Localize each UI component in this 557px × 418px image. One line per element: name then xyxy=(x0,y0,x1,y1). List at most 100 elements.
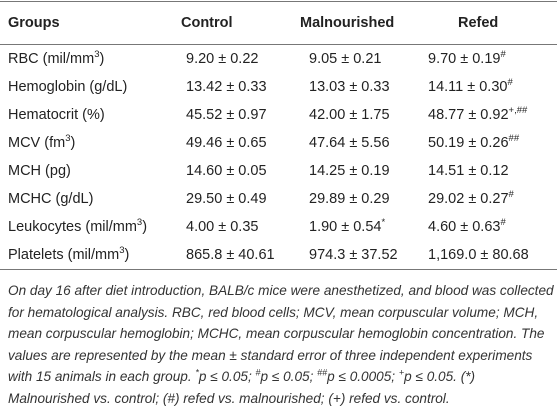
cell-text: 1,169.0 ± 80.68 xyxy=(428,247,529,263)
superscript: ## xyxy=(317,367,328,378)
cell-text: ) xyxy=(124,247,130,263)
value-cell: 865.8 ± 40.61 xyxy=(178,241,300,270)
value-cell: 1,169.0 ± 80.68 xyxy=(410,241,557,270)
cell-text: Leukocytes (mil/mm xyxy=(8,219,137,235)
superscript: # xyxy=(500,49,506,61)
row-label: Platelets (mil/mm3) xyxy=(0,241,178,270)
cell-text: 4.00 ± 0.35 xyxy=(186,219,259,235)
table-row: MCV (fm3) 49.46 ± 0.65 47.64 ± 5.56 50.19 ±… xyxy=(0,129,557,157)
value-cell: 13.42 ± 0.33 xyxy=(178,73,300,101)
footnote: On day 16 after diet introduction, BALB/… xyxy=(8,280,554,409)
table-row: MCHC (g/dL) 29.50 ± 0.49 29.89 ± 0.29 29.02… xyxy=(0,185,557,213)
cell-text: 14.51 ± 0.12 xyxy=(428,163,509,179)
row-label: Leukocytes (mil/mm3) xyxy=(0,213,178,241)
value-cell: 42.00 ± 1.75 xyxy=(300,101,410,129)
value-cell: 14.11 ± 0.30# xyxy=(410,73,557,101)
cell-text: ) xyxy=(142,219,148,235)
cell-text: MCH (pg) xyxy=(8,163,71,179)
value-cell: 45.52 ± 0.97 xyxy=(178,101,300,129)
value-cell: 29.89 ± 0.29 xyxy=(300,185,410,213)
row-label: RBC (mil/mm3) xyxy=(0,45,178,74)
superscript: # xyxy=(508,189,514,201)
value-cell: 49.46 ± 0.65 xyxy=(178,129,300,157)
header-cell: Malnourished xyxy=(300,1,410,45)
cell-text: 47.64 ± 5.56 xyxy=(309,135,390,151)
cell-text: 13.03 ± 0.33 xyxy=(309,79,390,95)
cell-text: 9.20 ± 0.22 xyxy=(186,51,259,67)
cell-text: 1.90 ± 0.54 xyxy=(309,219,382,235)
value-cell: 9.05 ± 0.21 xyxy=(300,45,410,74)
value-cell: 1.90 ± 0.54* xyxy=(300,213,410,241)
data-table: Groups Control Malnourished Refed RBC (mil/… xyxy=(0,1,557,270)
cell-text: MCV (fm xyxy=(8,135,66,151)
value-cell: 14.51 ± 0.12 xyxy=(410,157,557,185)
row-label: MCHC (g/dL) xyxy=(0,185,178,213)
cell-text: 29.02 ± 0.27 xyxy=(428,191,509,207)
table-row: Leukocytes (mil/mm3) 4.00 ± 0.35 1.90 ± 0.… xyxy=(0,213,557,241)
cell-text: 14.25 ± 0.19 xyxy=(309,163,390,179)
footnote-text: p ≤ 0.05; xyxy=(260,369,318,384)
cell-text: 4.60 ± 0.63 xyxy=(428,219,501,235)
value-cell: 29.50 ± 0.49 xyxy=(178,185,300,213)
header-row: Groups Control Malnourished Refed xyxy=(0,1,557,45)
cell-text: 29.89 ± 0.29 xyxy=(309,191,390,207)
table-row: Hemoglobin (g/dL) 13.42 ± 0.33 13.03 ± 0.3… xyxy=(0,73,557,101)
value-cell: 13.03 ± 0.33 xyxy=(300,73,410,101)
value-cell: 50.19 ± 0.26## xyxy=(410,129,557,157)
value-cell: 14.25 ± 0.19 xyxy=(300,157,410,185)
header-cell: Groups xyxy=(0,1,178,45)
row-label: MCH (pg) xyxy=(0,157,178,185)
cell-text: RBC (mil/mm xyxy=(8,51,95,67)
cell-text: 48.77 ± 0.92 xyxy=(428,107,509,123)
row-label: Hemoglobin (g/dL) xyxy=(0,73,178,101)
cell-text: 13.42 ± 0.33 xyxy=(186,79,267,95)
superscript: 3 xyxy=(136,217,143,229)
superscript: + xyxy=(398,367,405,378)
cell-text: 42.00 ± 1.75 xyxy=(309,107,390,123)
cell-text: 45.52 ± 0.97 xyxy=(186,107,267,123)
header-cell: Control xyxy=(178,1,300,45)
table-body: RBC (mil/mm3) 9.20 ± 0.22 9.05 ± 0.21 9.70 … xyxy=(0,45,557,270)
superscript: 3 xyxy=(94,49,100,61)
footnote-text: On day 16 after diet introduction, BALB/… xyxy=(8,283,554,384)
footnote-text: p ≤ 0.05; xyxy=(198,369,256,384)
superscript: # xyxy=(500,217,506,229)
cell-text: 49.46 ± 0.65 xyxy=(186,135,267,151)
row-label: Hematocrit (%) xyxy=(0,101,178,129)
cell-text: MCHC (g/dL) xyxy=(8,191,94,207)
cell-text: ) xyxy=(70,135,76,151)
cell-text: 974.3 ± 37.52 xyxy=(309,247,398,263)
table-row: Hematocrit (%) 45.52 ± 0.97 42.00 ± 1.75 48… xyxy=(0,101,557,129)
cell-text: 29.50 ± 0.49 xyxy=(186,191,267,207)
cell-text: 9.05 ± 0.21 xyxy=(309,51,382,67)
value-cell: 47.64 ± 5.56 xyxy=(300,129,410,157)
value-cell: 9.70 ± 0.19# xyxy=(410,45,557,74)
footnote-text: p ≤ 0.0005; xyxy=(327,369,399,384)
cell-text: Hemoglobin (g/dL) xyxy=(8,79,128,95)
cell-text: 9.70 ± 0.19 xyxy=(428,51,501,67)
table-row: RBC (mil/mm3) 9.20 ± 0.22 9.05 ± 0.21 9.70 … xyxy=(0,45,557,74)
superscript: * xyxy=(195,367,199,378)
superscript: * xyxy=(381,217,386,229)
row-label: MCV (fm3) xyxy=(0,129,178,157)
cell-text: 50.19 ± 0.26 xyxy=(428,135,509,151)
value-cell: 4.00 ± 0.35 xyxy=(178,213,300,241)
superscript: +,## xyxy=(508,105,528,117)
header-cell: Refed xyxy=(410,1,557,45)
superscript: 3 xyxy=(119,245,125,257)
footnote-text: p ≤ 0.05. (*) Malnourished vs. control; … xyxy=(8,369,476,406)
value-cell: 974.3 ± 37.52 xyxy=(300,241,410,270)
superscript: 3 xyxy=(65,133,71,145)
cell-text: 14.11 ± 0.30 xyxy=(428,79,508,95)
cell-text: 14.60 ± 0.05 xyxy=(186,163,267,179)
value-cell: 48.77 ± 0.92+,## xyxy=(410,101,557,129)
superscript: # xyxy=(255,367,261,378)
value-cell: 14.60 ± 0.05 xyxy=(178,157,300,185)
value-cell: 9.20 ± 0.22 xyxy=(178,45,300,74)
superscript: ## xyxy=(508,133,520,145)
cell-text: ) xyxy=(99,51,105,67)
value-cell: 29.02 ± 0.27# xyxy=(410,185,557,213)
cell-text: 865.8 ± 40.61 xyxy=(186,247,275,263)
table-row: Platelets (mil/mm3) 865.8 ± 40.61 974.3 ± … xyxy=(0,241,557,270)
